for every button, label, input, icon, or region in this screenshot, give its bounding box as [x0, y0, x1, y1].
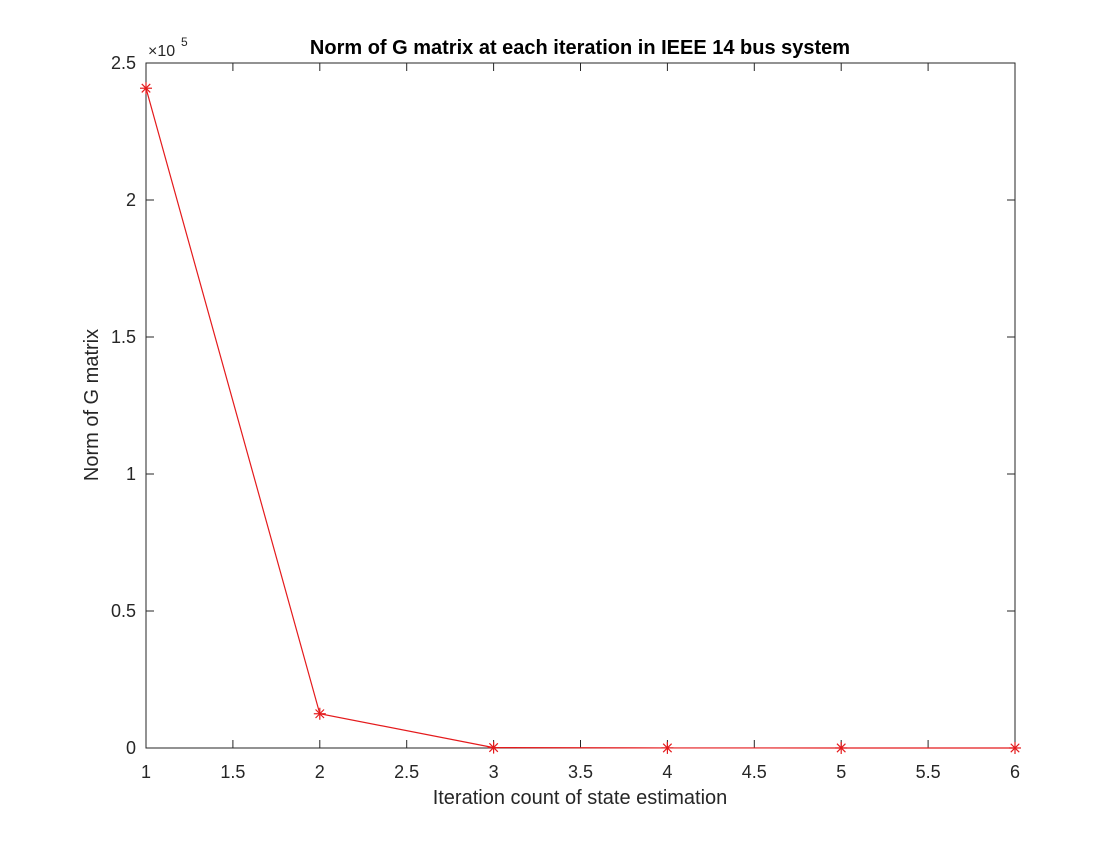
y-axis-exponent-base: ×10 — [148, 43, 175, 60]
x-tick-label: 6 — [1010, 762, 1020, 782]
y-tick-label: 2 — [126, 190, 136, 210]
data-point-marker — [835, 741, 848, 754]
x-tick-label: 2.5 — [394, 762, 419, 782]
x-tick-label: 2 — [315, 762, 325, 782]
data-point-marker — [140, 82, 152, 95]
y-axis-label: Norm of G matrix — [81, 329, 103, 481]
x-axis-ticks: 1 1.5 2 2.5 3 3.5 4 4.5 5 5.5 6 — [141, 63, 1020, 782]
x-tick-label: 3.5 — [568, 762, 593, 782]
chart-title: Norm of G matrix at each iteration in IE… — [310, 37, 850, 59]
data-point-marker — [487, 741, 500, 754]
data-point-marker — [661, 741, 674, 754]
series-line — [145, 88, 1016, 749]
x-tick-label: 4.5 — [742, 762, 767, 782]
y-tick-label: 2.5 — [111, 53, 136, 73]
x-tick-label: 5.5 — [916, 762, 941, 782]
y-tick-label: 1.5 — [111, 327, 136, 347]
plot-area — [145, 62, 1016, 749]
x-tick-label: 1 — [141, 762, 151, 782]
y-tick-label: 0 — [126, 738, 136, 758]
x-tick-label: 5 — [836, 762, 846, 782]
data-point-marker — [313, 707, 326, 720]
x-axis-label: Iteration count of state estimation — [433, 787, 728, 809]
x-tick-label: 1.5 — [220, 762, 245, 782]
x-tick-label: 3 — [489, 762, 499, 782]
y-tick-label: 0.5 — [111, 601, 136, 621]
y-axis-ticks: 0 0.5 1 1.5 2 2.5 — [111, 53, 1015, 758]
x-tick-label: 4 — [662, 762, 672, 782]
y-axis-exponent-power: 5 — [181, 35, 188, 49]
series-layer — [140, 82, 1021, 754]
data-point-marker — [1009, 741, 1021, 754]
y-tick-label: 1 — [126, 464, 136, 484]
